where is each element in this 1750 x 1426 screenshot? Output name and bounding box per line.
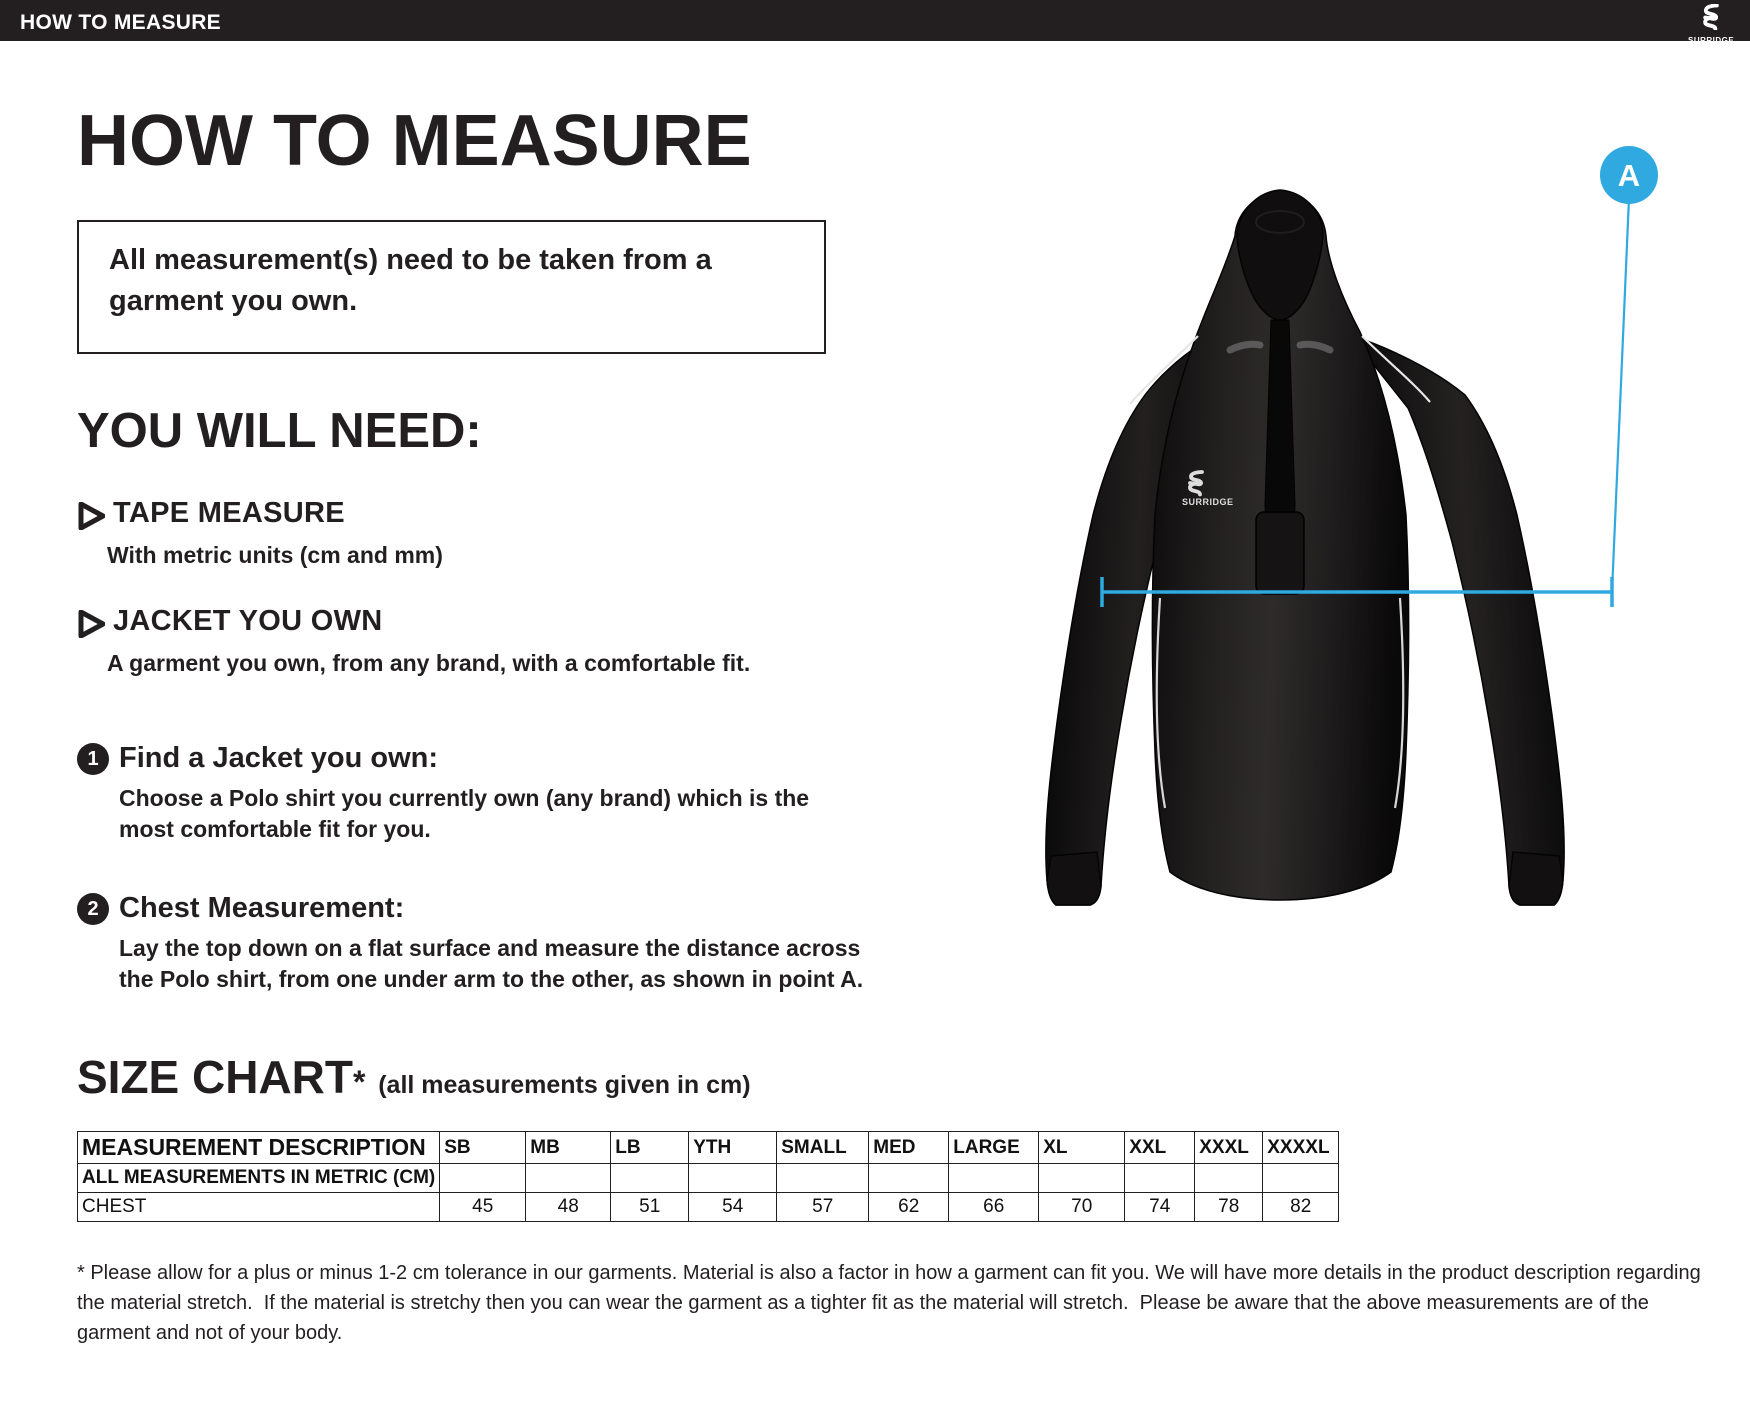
svg-text:SURRIDGE: SURRIDGE [1182,497,1234,507]
svg-text:A: A [1618,158,1640,193]
